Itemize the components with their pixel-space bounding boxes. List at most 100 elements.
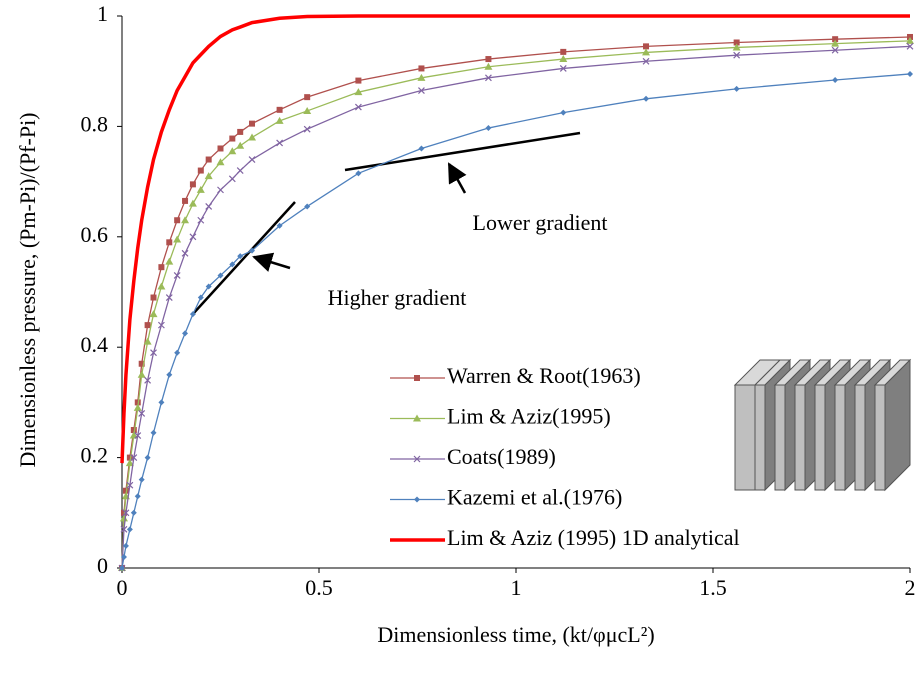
marker xyxy=(732,43,741,51)
marker xyxy=(418,145,425,152)
marker xyxy=(122,542,129,549)
marker xyxy=(205,283,212,290)
marker xyxy=(130,454,138,462)
slab-face xyxy=(814,384,826,491)
marker xyxy=(304,203,311,210)
slab-face xyxy=(794,384,806,491)
annotation: Higher gradient xyxy=(328,285,467,310)
marker xyxy=(173,235,182,243)
marker xyxy=(197,216,205,224)
x-tick-label: 0.5 xyxy=(305,575,333,600)
marker xyxy=(354,103,362,111)
marker xyxy=(138,410,146,417)
marker xyxy=(304,94,311,101)
marker xyxy=(137,370,146,378)
legend-marker xyxy=(413,414,421,422)
marker xyxy=(733,39,740,46)
legend-marker xyxy=(414,496,420,503)
marker xyxy=(158,264,165,271)
marker xyxy=(181,216,190,224)
marker xyxy=(120,525,128,533)
marker xyxy=(831,46,839,54)
marker xyxy=(174,217,181,224)
marker xyxy=(144,454,151,461)
marker xyxy=(642,48,651,56)
marker xyxy=(144,322,151,329)
marker xyxy=(126,526,133,533)
marker xyxy=(133,403,142,411)
marker xyxy=(418,65,425,72)
marker xyxy=(130,427,137,433)
marker xyxy=(165,257,174,265)
marker xyxy=(355,170,362,177)
slab-face xyxy=(874,384,886,491)
legend-marker xyxy=(413,455,421,463)
marker xyxy=(907,70,913,77)
marker xyxy=(559,65,567,72)
marker xyxy=(196,185,205,193)
y-tick-label: 0 xyxy=(97,553,108,578)
legend-label: Lim & Aziz(1995) xyxy=(447,404,611,429)
marker xyxy=(181,249,189,257)
marker xyxy=(275,116,284,124)
y-axis-title: Dimensionless pressure, (Pm-Pi)/(Pf-Pi) xyxy=(15,112,40,467)
legend-marker xyxy=(414,375,420,381)
legend-label: Kazemi et al.(1976) xyxy=(447,485,622,510)
x-tick-label: 2 xyxy=(905,575,916,600)
marker xyxy=(217,145,224,152)
marker xyxy=(182,330,189,337)
marker xyxy=(197,294,204,301)
marker xyxy=(303,125,311,133)
marker xyxy=(174,349,181,356)
x-tick-label: 1 xyxy=(511,575,522,600)
marker xyxy=(276,222,283,229)
legend-label: Warren & Root(1963) xyxy=(447,363,641,388)
marker xyxy=(138,360,145,367)
marker xyxy=(832,77,839,84)
marker xyxy=(158,399,165,406)
series-line xyxy=(121,45,911,569)
y-tick-label: 0.6 xyxy=(81,222,109,247)
series-line xyxy=(121,73,911,569)
marker xyxy=(276,106,283,113)
marker xyxy=(143,337,152,345)
marker xyxy=(189,233,197,241)
marker xyxy=(228,175,236,183)
marker xyxy=(249,247,256,254)
marker xyxy=(205,156,212,163)
marker xyxy=(189,181,196,188)
marker xyxy=(642,57,650,65)
marker xyxy=(130,509,137,516)
marker xyxy=(165,294,173,301)
marker xyxy=(122,509,130,517)
marker xyxy=(832,36,839,43)
y-tick-label: 0.2 xyxy=(81,443,109,468)
marker xyxy=(134,432,142,439)
marker xyxy=(197,167,204,174)
series-line xyxy=(120,14,910,464)
marker xyxy=(157,321,165,329)
marker xyxy=(906,36,914,44)
marker xyxy=(417,73,426,81)
marker xyxy=(134,399,141,406)
marker xyxy=(237,253,244,260)
marker xyxy=(122,487,129,494)
marker xyxy=(236,167,244,174)
arrow xyxy=(252,252,291,272)
marker xyxy=(237,128,244,135)
legend-label: Coats(1989) xyxy=(447,444,556,469)
marker xyxy=(166,371,173,378)
marker xyxy=(216,158,225,166)
legend-label: Lim & Aziz (1995) 1D analytical xyxy=(447,525,740,550)
marker xyxy=(119,514,128,522)
marker xyxy=(906,42,914,50)
fracture-slabs xyxy=(753,358,912,492)
arrow xyxy=(447,162,467,194)
series-line xyxy=(121,40,911,569)
marker xyxy=(354,88,363,96)
marker xyxy=(205,203,213,210)
marker xyxy=(126,454,133,461)
slab-face xyxy=(774,384,786,491)
